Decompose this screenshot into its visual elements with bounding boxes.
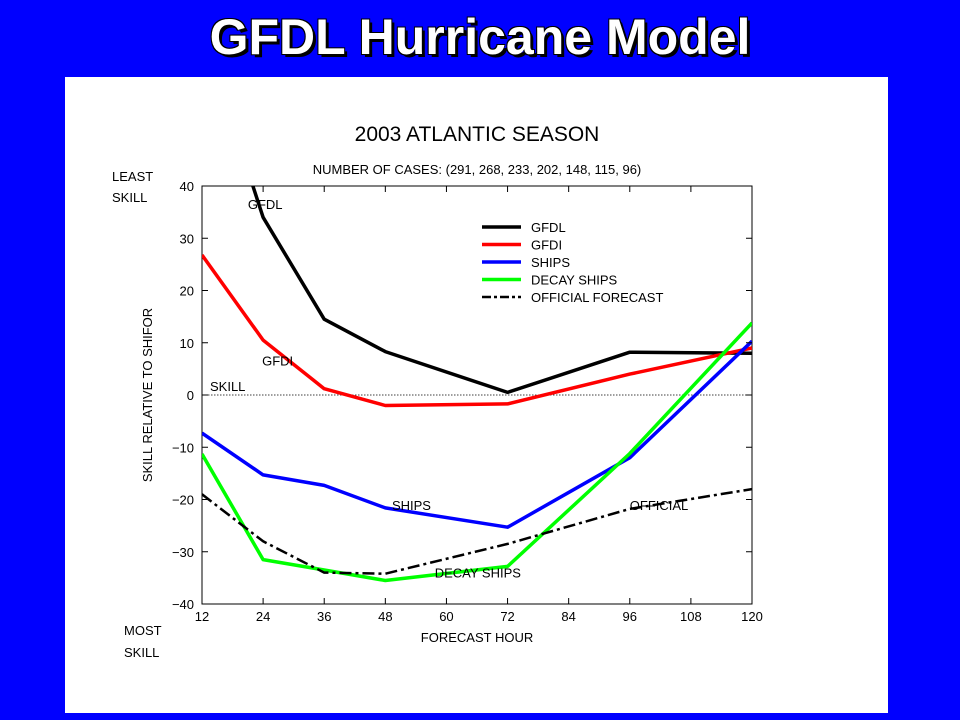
series-line-gfdi	[202, 253, 752, 408]
x-tick-label: 120	[741, 609, 763, 624]
x-axis-label: FORECAST HOUR	[421, 630, 533, 645]
legend: GFDL GFDI SHIPS DECAY SHIPS OFFICIAL FORECAS…	[482, 220, 663, 305]
reference-line-label: SKILL	[210, 379, 245, 394]
legend-label: DECAY SHIPS	[531, 273, 618, 288]
tick-group: 12 24 36 48 60 72 84 96 108 120 40 30 20 10 0 −10 −20 −30…	[172, 179, 763, 624]
series-annotation: SHIPS	[392, 498, 431, 513]
series-annotation: GFDL	[248, 197, 283, 212]
x-tick-label: 84	[561, 609, 575, 624]
y-tick-label: −10	[172, 440, 194, 455]
y-tick-label: 30	[180, 231, 194, 246]
series-group	[202, 185, 752, 583]
x-tick-label: 108	[680, 609, 702, 624]
y-tick-label: 0	[187, 388, 194, 403]
legend-label: OFFICIAL FORECAST	[531, 290, 663, 305]
series-line-ships	[202, 339, 752, 529]
y-tick-label: 10	[180, 336, 194, 351]
text-group: 2003 ATLANTIC SEASON NUMBER OF CASES: (29…	[112, 123, 688, 660]
legend-label: GFDI	[531, 238, 562, 253]
x-tick-label: 36	[317, 609, 331, 624]
series-annotation: DECAY SHIPS	[435, 565, 522, 580]
y-tick-label: 40	[180, 179, 194, 194]
x-tick-label: 72	[500, 609, 514, 624]
legend-label: SHIPS	[531, 255, 570, 270]
y-tick-label: −40	[172, 597, 194, 612]
series-annotation: GFDI	[262, 354, 293, 369]
reference-line-group: SKILL	[202, 379, 752, 396]
chart-title: 2003 ATLANTIC SEASON	[355, 123, 600, 146]
x-tick-label: 12	[195, 609, 209, 624]
slide-title: GFDL Hurricane Model	[209, 9, 751, 65]
y-tick-label: 20	[180, 284, 194, 299]
chart-panel: SKILL 12 24 36 48 60 72 84 96 108 120 40 30 20 10 0 −10…	[65, 77, 888, 713]
line-chart: SKILL 12 24 36 48 60 72 84 96 108 120 40 30 20 10 0 −10…	[112, 123, 763, 660]
series-annotation: OFFICIAL	[630, 498, 689, 513]
chart-subtitle: NUMBER OF CASES: (291, 268, 233, 202, 14…	[313, 162, 642, 177]
y-tick-label: −30	[172, 545, 194, 560]
x-tick-label: 60	[439, 609, 453, 624]
series-line-official-forecast	[202, 487, 752, 575]
legend-label: GFDL	[531, 220, 566, 235]
x-tick-label: 48	[378, 609, 392, 624]
y-bottom-label-line: SKILL	[124, 645, 159, 660]
x-tick-label: 24	[256, 609, 270, 624]
x-tick-label: 96	[623, 609, 637, 624]
y-tick-label: −20	[172, 493, 194, 508]
series-line-gfdl	[251, 185, 752, 395]
y-bottom-label-line: MOST	[124, 623, 162, 638]
y-axis-label: SKILL RELATIVE TO SHIFOR	[140, 308, 155, 482]
y-top-label-line: LEAST	[112, 169, 153, 184]
y-top-label-line: SKILL	[112, 190, 147, 205]
series-line-decay-ships	[202, 321, 752, 583]
